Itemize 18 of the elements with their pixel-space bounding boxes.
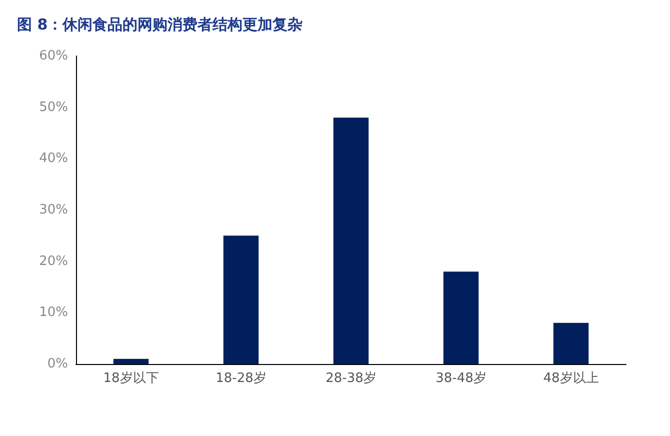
y-tick-label: 20%: [39, 254, 68, 269]
bar: [113, 358, 149, 364]
x-tick-label: 18-28岁: [216, 371, 266, 386]
y-tick-label: 40%: [39, 151, 68, 166]
y-tick-label: 10%: [39, 305, 68, 320]
y-tick-label: 0%: [47, 356, 68, 372]
y-tick-label: 60%: [39, 48, 68, 64]
x-tick-label: 38-48岁: [436, 371, 486, 386]
y-tick-label: 50%: [39, 100, 68, 115]
chart-title: 图 8：休闲食品的网购消费者结构更加复杂: [17, 16, 303, 34]
y-tick-label: 30%: [39, 202, 68, 218]
x-tick-label: 28-38岁: [326, 371, 376, 386]
bar: [443, 272, 479, 364]
x-tick-label: 48岁以上: [543, 371, 599, 386]
bar: [333, 118, 369, 364]
bar: [553, 322, 589, 364]
bar: [223, 236, 259, 364]
x-tick-label: 18岁以下: [103, 371, 159, 386]
